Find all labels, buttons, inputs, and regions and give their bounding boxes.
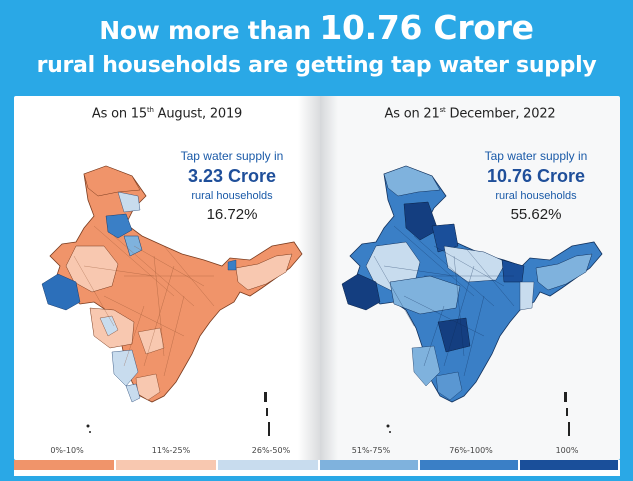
legend-swatch-11-25 [116, 460, 216, 470]
legend-label-0-10: 0%-10% [50, 446, 84, 455]
map-region-telangana [137, 327, 165, 355]
map-region-karnataka [111, 349, 139, 387]
map-region-jk [383, 165, 441, 197]
map-region-punjab [403, 201, 439, 241]
panel-2019: As on 15th August, 2019 [14, 96, 320, 460]
date-suffix: st [439, 106, 446, 114]
map-region-haryana [123, 235, 143, 257]
map-region-up [443, 245, 507, 283]
legend-swatch-0-10 [14, 460, 114, 470]
legend-label-100: 100% [555, 446, 579, 455]
legend-label-11-25: 11%-25% [151, 446, 191, 455]
stat-line-1: Tap water supply in [180, 149, 284, 163]
stat-block-2022: Tap water supply in 10.76 Crore rural ho… [466, 148, 606, 226]
stat-block-2019: Tap water supply in 3.23 Crore rural hou… [162, 148, 302, 226]
stat-value: 3.23 Crore [187, 166, 277, 186]
map-region-jk [83, 165, 141, 197]
map-region-northeast [535, 253, 593, 291]
stat-percent: 55.62% [510, 206, 562, 223]
map-region-karnataka [411, 345, 441, 387]
map-region-gujarat [341, 273, 381, 311]
legend-swatch-26-50 [218, 460, 318, 470]
map-region-punjab [105, 213, 133, 239]
legend-swatch-76-100 [420, 460, 518, 470]
map-region-telangana [437, 317, 471, 353]
legend-label-26-50: 26%-50% [251, 446, 291, 455]
headline-line-1: Now more than 10.76 Crore [0, 10, 633, 49]
india-map-2019 [41, 165, 303, 436]
date-prefix: As on 15 [91, 106, 147, 122]
legend-swatch-100 [520, 460, 618, 470]
map-region-northeast [235, 253, 293, 291]
map-region-rajasthan-pale [65, 245, 119, 293]
map-islands [86, 392, 270, 436]
panel-2022: As on 21st December, 2022 Tap water supp… [320, 96, 620, 460]
legend-label-51-75: 51%-75% [351, 446, 391, 455]
map-region-haryana [431, 223, 459, 253]
legend: 0%-10% 11%-25% 26%-50% 51%-75% 76%-100% … [14, 446, 620, 472]
map-region-sikkim [227, 259, 237, 271]
date-suffix: th [146, 106, 154, 114]
legend-label-76-100: 76%-100% [449, 446, 493, 455]
map-region-tamilnadu [435, 371, 463, 401]
panel-date: As on 21st December, 2022 [320, 106, 620, 121]
legend-swatch-51-75 [320, 460, 418, 470]
panel-date: As on 15th August, 2019 [14, 106, 320, 121]
headline-prefix: Now more than [99, 16, 311, 45]
date-rest: August, 2019 [153, 106, 243, 122]
map-region-maharashtra-blue [99, 315, 119, 337]
map-district-lines [73, 225, 215, 377]
india-map-2022 [341, 165, 603, 436]
stat-percent: 16.72% [206, 206, 258, 223]
headline-highlight: 10.76 Crore [319, 8, 534, 47]
map-district-lines [373, 225, 515, 377]
date-rest: December, 2022 [445, 106, 556, 122]
map-region-bihar [501, 259, 525, 283]
map-region-west-bengal [519, 281, 535, 311]
map-region-himachal [117, 191, 141, 213]
stat-line-1: Tap water supply in [484, 149, 588, 163]
date-prefix: As on 21 [384, 106, 440, 122]
map-region-kerala [125, 383, 141, 403]
stat-line-3: rural households [495, 190, 577, 202]
headline-line-2: rural households are getting tap water s… [36, 53, 597, 78]
header: Now more than 10.76 Crore rural househol… [0, 0, 633, 96]
map-region-gujarat [41, 273, 81, 311]
map-islands [386, 392, 570, 436]
stat-line-3: rural households [191, 190, 273, 202]
stat-value: 10.76 Crore [486, 166, 586, 186]
